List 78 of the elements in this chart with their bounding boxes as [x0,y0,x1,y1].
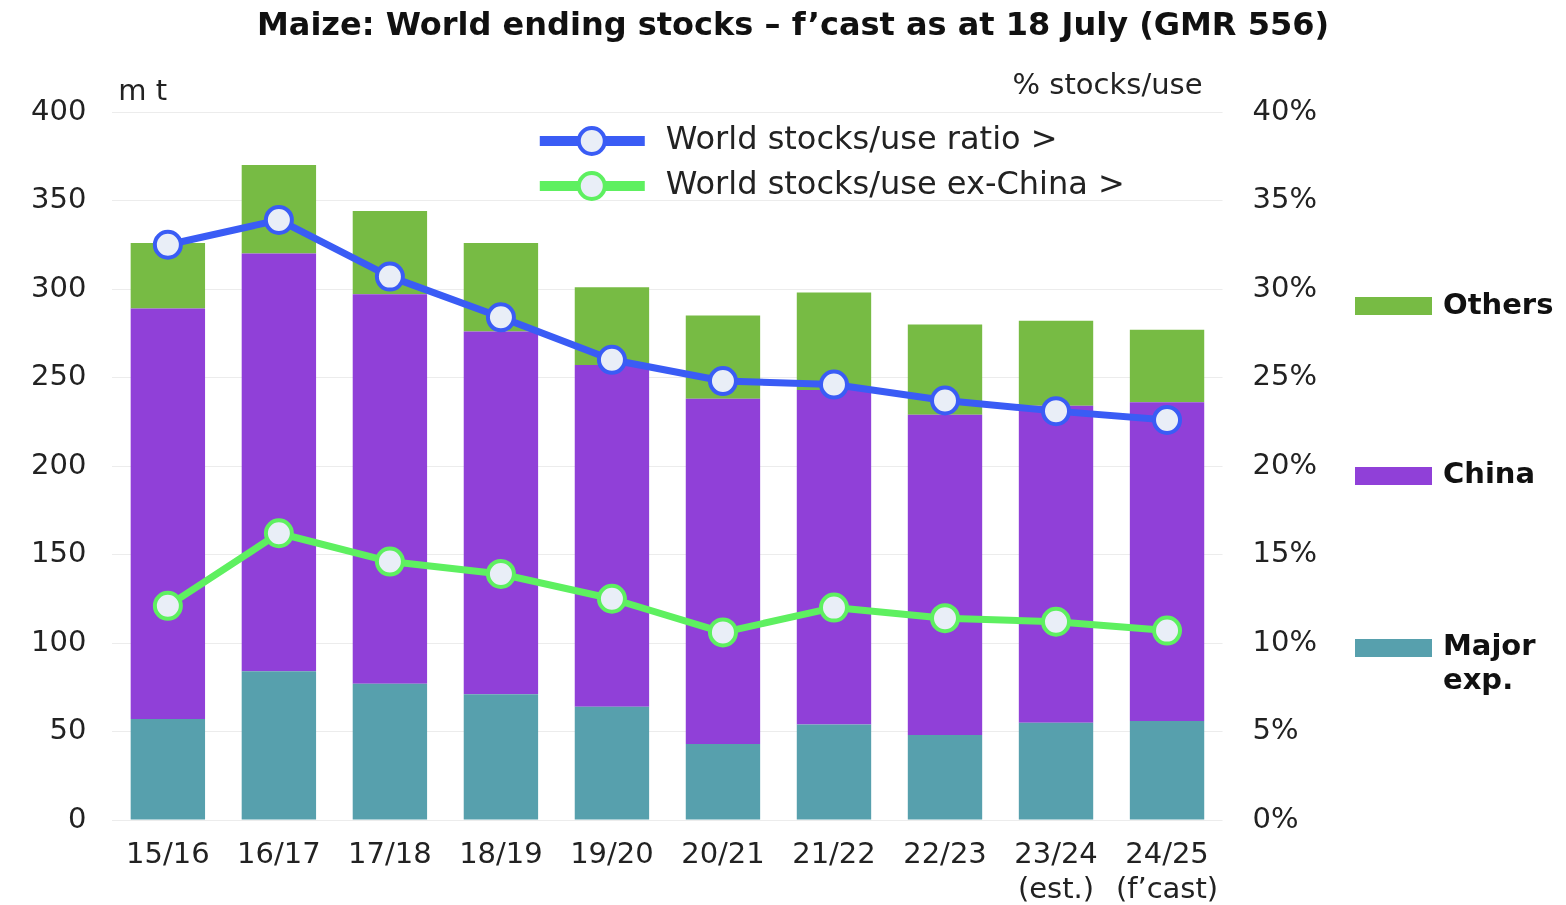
y-tick-label: 250 [30,358,87,393]
point [1041,606,1072,637]
y2-tick-label: 5% [1252,712,1299,747]
point [596,344,627,375]
bar [1018,320,1094,406]
bar [130,308,206,720]
point [263,518,294,549]
point [1041,396,1072,427]
bar [796,389,872,725]
legend-label: World stocks/use ratio > [665,119,1058,158]
chart-title: Maize: World ending stocks – f’cast as at 18 July (GMR 556) [256,5,1330,44]
point [152,229,183,260]
bar [685,398,761,744]
point [707,617,738,648]
bar [1129,402,1205,721]
point [818,369,849,400]
y-tick-label: 350 [30,181,87,216]
legend-label: Major exp. [1443,628,1537,697]
y2-tick-label: 40% [1252,92,1318,127]
bar [352,683,428,820]
y2-tick-label: 15% [1252,535,1318,570]
bar [796,724,872,820]
y-tick-label: 200 [30,446,87,481]
x-tick-label: 16/17 [237,835,321,870]
point [596,583,627,614]
x-tick-label: 18/19 [459,835,543,870]
bar [574,706,650,820]
y2-tick-label: 0% [1252,800,1299,835]
y-axis-title: m t [118,73,168,107]
point [485,558,516,589]
bar [352,294,428,684]
y-tick-label: 100 [30,623,87,658]
point [1152,615,1183,646]
legend-label: Others [1443,286,1554,321]
bar [1129,720,1205,820]
bar [1018,405,1094,723]
bar [241,253,317,672]
bar [241,671,317,820]
bar [1018,722,1094,820]
y-tick-label: 0 [67,800,87,835]
point [485,302,516,333]
point [930,603,960,634]
y2-tick-label: 20% [1252,446,1318,481]
bar [463,331,539,695]
x-tick-label: 17/18 [348,835,432,870]
x-tick-label: 21/22 [792,835,876,870]
bar [463,694,539,820]
x-tick-label: 15/16 [126,835,210,870]
bar [907,735,983,820]
bar [130,719,206,820]
bar [685,743,761,820]
y2-tick-label: 30% [1252,269,1318,304]
y-tick-label: 150 [30,535,87,570]
legend-label: World stocks/use ex-China > [665,164,1125,203]
bar [574,365,650,707]
y2-tick-label: 35% [1252,181,1318,216]
point [818,592,849,623]
x-tick-label: 24/25 (f’cast) [1115,835,1219,905]
legend-label: China [1443,456,1536,491]
x-tick-label: 20/21 [681,835,765,870]
point [930,385,960,416]
bar [1129,329,1205,403]
y2-axis-title: % stocks/use [1012,67,1203,101]
y-tick-label: 50 [49,712,87,747]
point [707,366,738,397]
bar [907,414,983,736]
x-tick-label: 23/24 (est.) [1014,835,1098,905]
x-tick-label: 19/20 [570,835,654,870]
point [1152,404,1183,435]
point [374,261,405,292]
point [152,590,183,621]
y2-tick-label: 25% [1252,358,1318,393]
bar [130,242,206,309]
y-tick-label: 300 [30,269,87,304]
y-tick-label: 400 [30,92,87,127]
point [374,546,405,577]
y2-tick-label: 10% [1252,623,1318,658]
x-tick-label: 22/23 [903,835,987,870]
